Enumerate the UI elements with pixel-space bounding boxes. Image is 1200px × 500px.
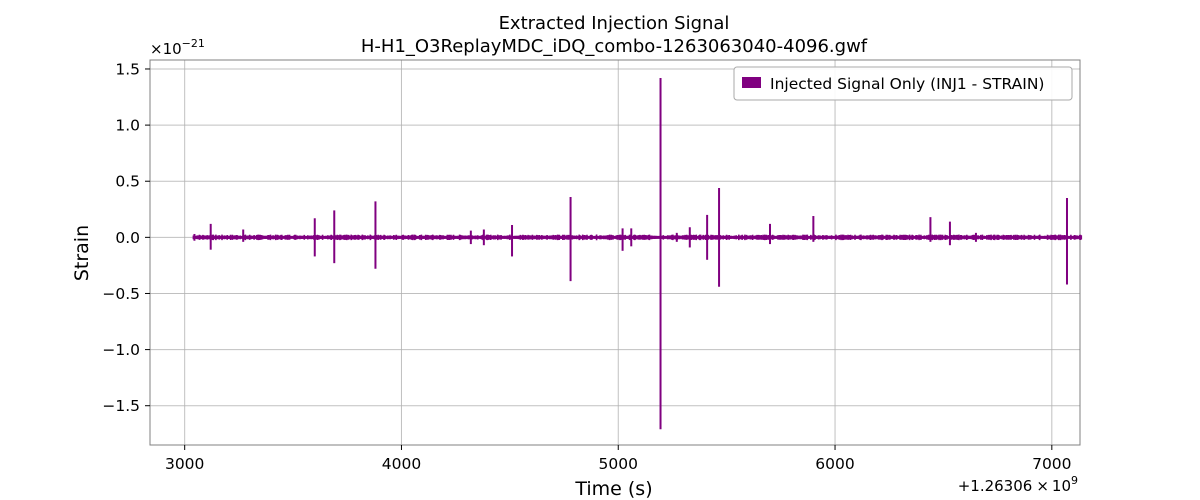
y-multiplier-exponent: −21: [182, 37, 205, 50]
y-tick-label: 0.0: [115, 229, 140, 247]
y-axis-label: Strain: [71, 225, 93, 281]
x-offset-ten: 10: [1052, 477, 1071, 495]
y-tick-label: 1.5: [115, 60, 140, 78]
y-tick-label: −0.5: [102, 285, 140, 303]
plot-frame: [149, 59, 1081, 446]
y-tick-label: 1.0: [115, 117, 140, 135]
legend-box: [733, 66, 1073, 101]
x-offset-base: +1.26306: [958, 477, 1033, 495]
grid: [150, 60, 1080, 445]
y-axis: 1.5 1.0 0.5 0.0 −0.5 −1.0 −1.5: [102, 60, 150, 415]
y-tick-label: −1.0: [102, 341, 140, 359]
x-offset-exponent: 9: [1071, 474, 1078, 487]
legend-label: Injected Signal Only (INJ1 - STRAIN): [770, 75, 1044, 93]
x-axis: 3000 4000 5000 6000 7000: [165, 445, 1072, 473]
chart-subtitle: H-H1_O3ReplayMDC_iDQ_combo-1263063040-40…: [361, 36, 868, 57]
y-multiplier: ×10−21: [150, 37, 205, 58]
legend: Injected Signal Only (INJ1 - STRAIN): [733, 66, 1073, 101]
chart-title: Extracted Injection Signal: [499, 13, 730, 34]
series-injected-signal: [192, 77, 1083, 430]
x-tick-label: 5000: [599, 455, 638, 473]
x-tick-label: 6000: [815, 455, 854, 473]
x-offset: +1.26306 × 109: [958, 474, 1078, 495]
legend-swatch: [742, 77, 761, 88]
y-tick-label: −1.5: [102, 397, 140, 415]
y-tick-label: 0.5: [115, 173, 140, 191]
x-offset-times: ×: [1036, 477, 1049, 495]
x-axis-label: Time (s): [574, 478, 652, 500]
x-tick-label: 7000: [1032, 455, 1071, 473]
y-multiplier-base: ×10: [150, 40, 182, 58]
x-tick-label: 3000: [165, 455, 204, 473]
x-tick-label: 4000: [382, 455, 421, 473]
